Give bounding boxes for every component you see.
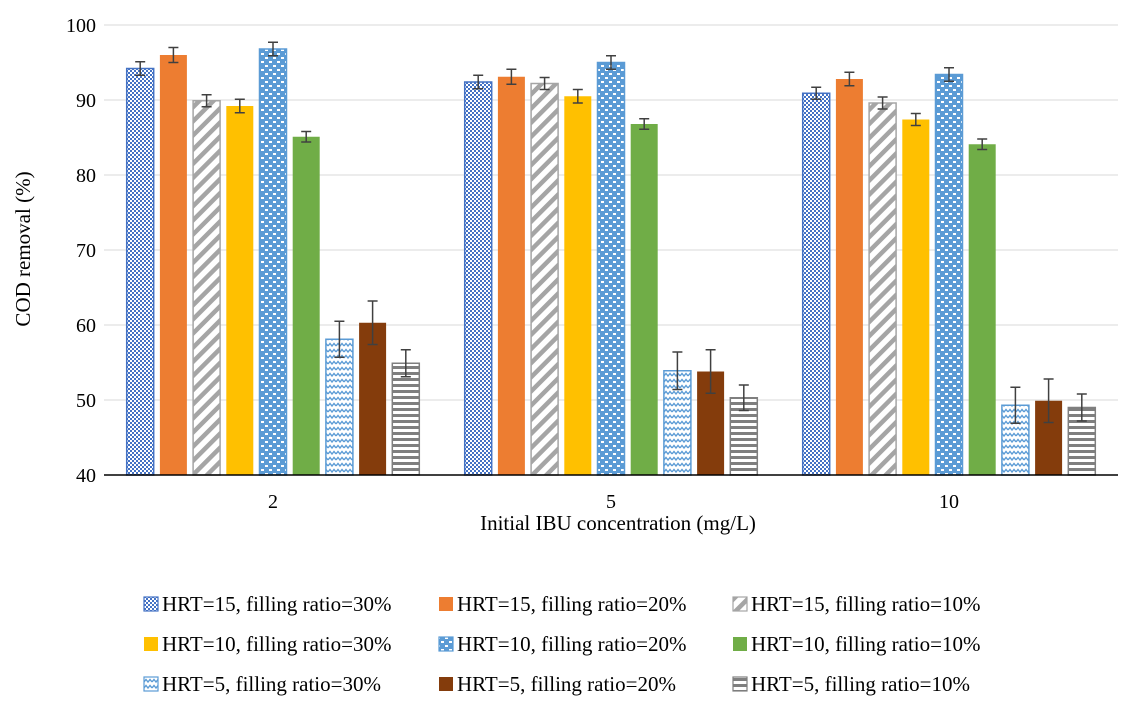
x-tick-labels: 2 5 10	[268, 491, 959, 513]
x-tick-label-5: 5	[606, 491, 616, 513]
legend-label-5: HRT=10, filling ratio=10%	[751, 632, 980, 656]
bar-2-series-1	[159, 55, 187, 475]
bar-2-series-4	[258, 48, 288, 476]
bar-10-series-4	[934, 73, 964, 476]
y-tick-labels: 40 50 60 70 80 90 100	[66, 15, 96, 487]
legend-label-1: HRT=15, filling ratio=20%	[457, 592, 686, 616]
bar-5-series-1	[497, 76, 525, 475]
x-tick-label-2: 2	[268, 491, 278, 513]
bar-5-series-2	[530, 82, 559, 476]
legend: HRT=15, filling ratio=30% HRT=15, filling…	[143, 592, 980, 696]
y-tick-label-80: 80	[76, 165, 96, 187]
legend-swatch-6	[143, 676, 159, 692]
x-axis-title: Initial IBU concentration (mg/L)	[480, 511, 756, 535]
legend-label-7: HRT=5, filling ratio=20%	[457, 672, 676, 696]
bar-5-series-3	[564, 96, 592, 475]
bar-2-series-2	[192, 100, 221, 476]
bars	[125, 48, 1097, 476]
y-tick-label-100: 100	[66, 15, 96, 37]
bar-5-series-5	[630, 124, 658, 475]
legend-swatch-2	[732, 596, 748, 612]
legend-swatch-0	[143, 596, 159, 612]
y-tick-label-60: 60	[76, 315, 96, 337]
bar-10-series-3	[902, 119, 930, 475]
legend-swatch-3	[144, 637, 158, 651]
legend-label-4: HRT=10, filling ratio=20%	[457, 632, 686, 656]
legend-swatch-5	[733, 637, 747, 651]
legend-swatch-1	[439, 597, 453, 611]
bar-10-series-0	[801, 92, 831, 476]
bar-10-series-1	[835, 79, 863, 475]
bar-5-series-4	[596, 61, 626, 476]
legend-swatch-4	[438, 636, 454, 652]
legend-label-8: HRT=5, filling ratio=10%	[751, 672, 970, 696]
legend-label-0: HRT=15, filling ratio=30%	[162, 592, 391, 616]
bar-5-series-0	[463, 81, 493, 476]
y-tick-label-70: 70	[76, 240, 96, 262]
y-tick-label-90: 90	[76, 90, 96, 112]
bar-10-series-2	[868, 102, 897, 476]
error-bars	[135, 41, 1087, 424]
bar-2-series-3	[226, 106, 254, 475]
bar-2-series-7	[359, 322, 387, 475]
y-tick-label-40: 40	[76, 465, 96, 487]
legend-swatch-8	[732, 676, 748, 692]
x-tick-label-10: 10	[939, 491, 959, 513]
bar-2-series-5	[292, 136, 320, 475]
legend-label-2: HRT=15, filling ratio=10%	[751, 592, 980, 616]
y-axis-title: COD removal (%)	[11, 171, 35, 326]
legend-swatch-7	[439, 677, 453, 691]
bar-2-series-0	[125, 67, 155, 476]
bar-10-series-5	[968, 144, 996, 475]
bar-2-series-8	[391, 362, 421, 476]
y-tick-label-50: 50	[76, 390, 96, 412]
legend-label-6: HRT=5, filling ratio=30%	[162, 672, 381, 696]
legend-label-3: HRT=10, filling ratio=30%	[162, 632, 391, 656]
bar-2-series-6	[325, 338, 354, 476]
